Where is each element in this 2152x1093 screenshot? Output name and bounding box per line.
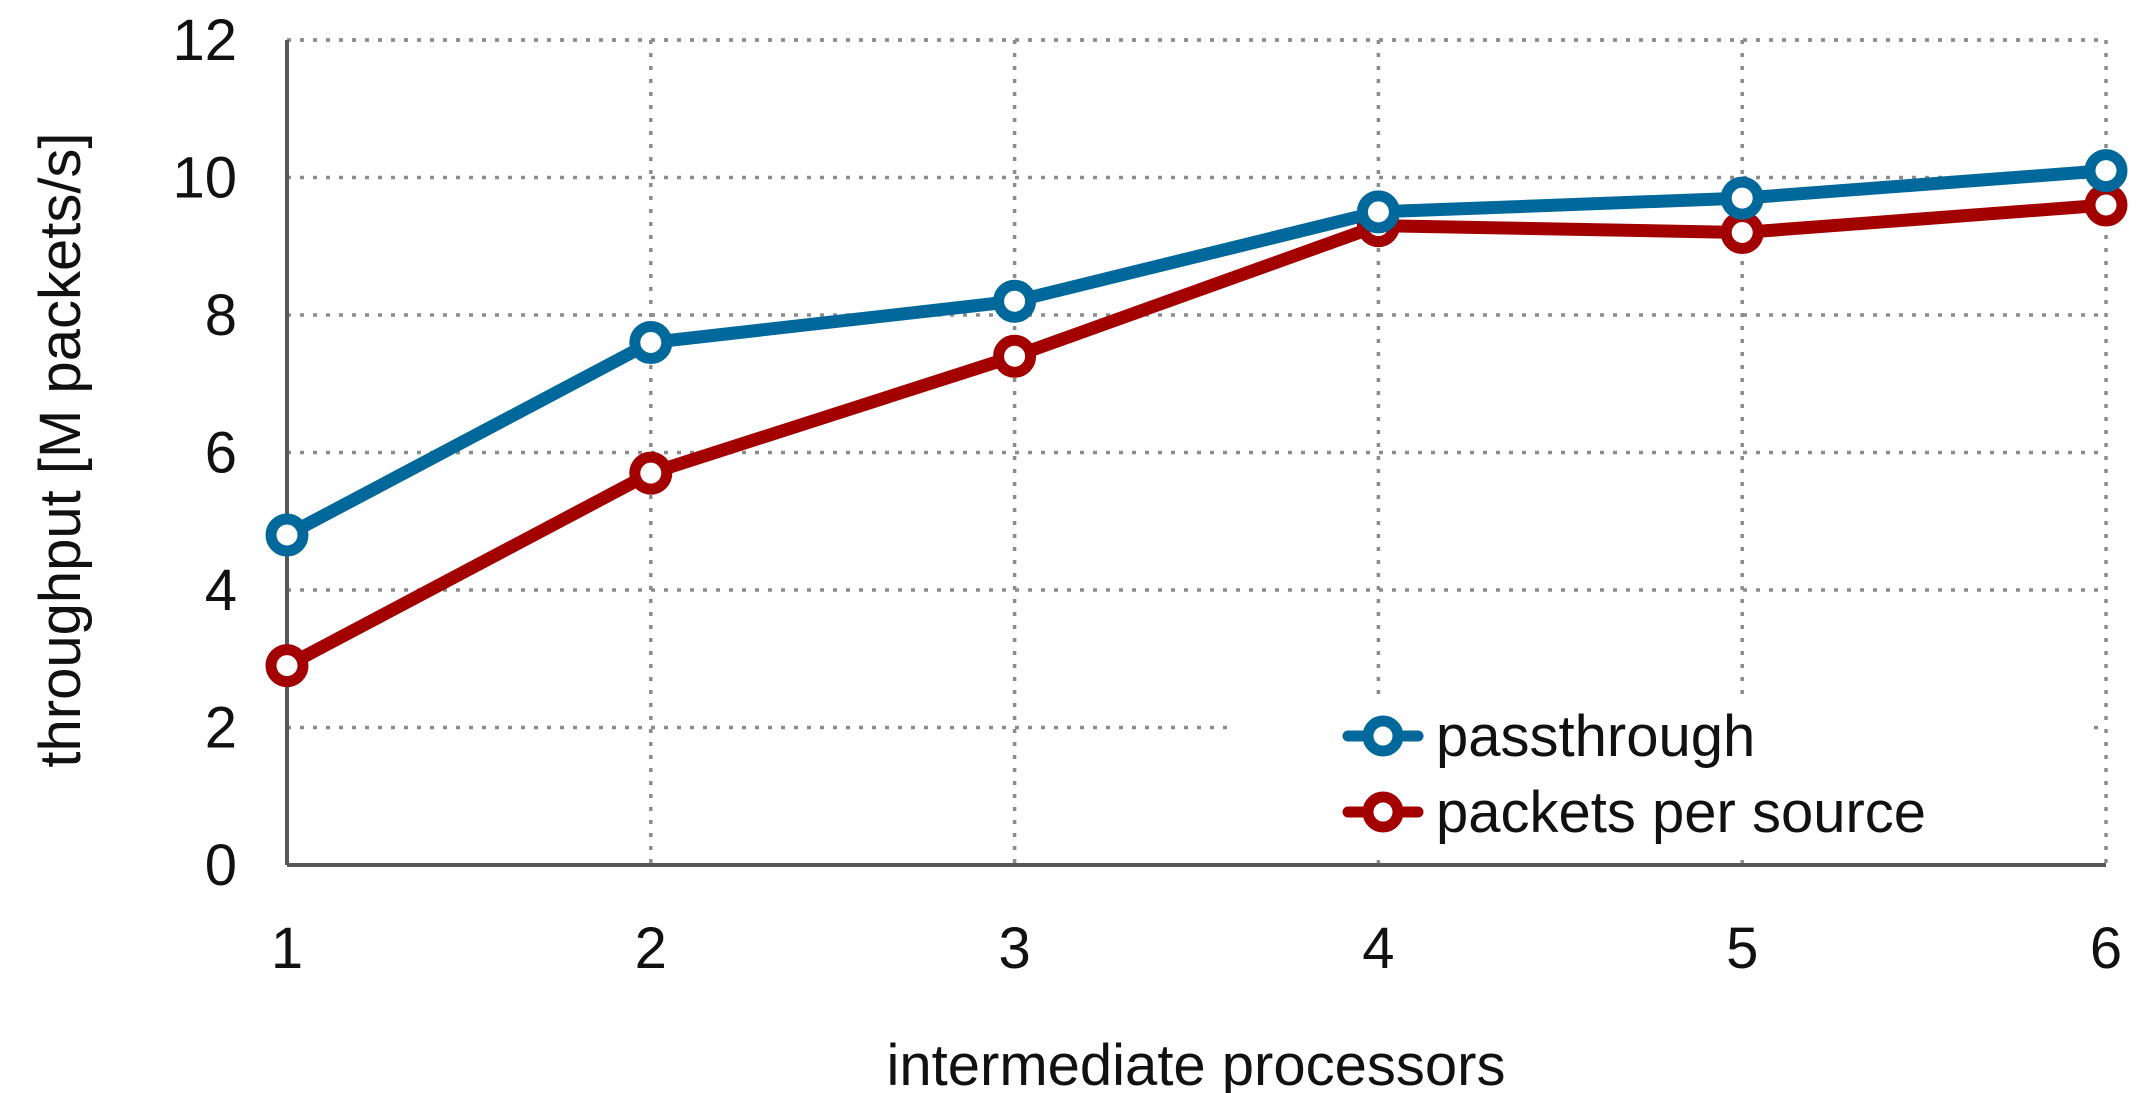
data-point [1720,176,1764,220]
plot-frame [285,40,2106,867]
data-point [993,334,1037,378]
y-tick-label: 2 [205,696,237,761]
x-axis-ticks: 1 2 3 4 5 6 [271,916,2122,981]
x-axis-title: intermediate processors [887,1033,1506,1093]
y-axis-title: throughput [M packets/s] [28,132,93,767]
legend-label: passthrough [1436,704,1755,769]
data-point [993,279,1037,323]
data-point [2084,183,2128,227]
y-tick-label: 6 [205,421,237,486]
data-point [2084,149,2128,193]
series-line-packets-per-source [280,198,2113,673]
legend-swatch-marker [1362,715,1404,757]
x-tick-label: 1 [271,916,303,981]
data-point [1356,190,1400,234]
legend-label: packets per source [1436,780,1926,845]
data-point [265,644,309,688]
legend-entry: packets per source [1342,780,1926,845]
y-tick-label: 8 [205,283,237,348]
x-tick-label: 4 [1362,916,1394,981]
legend-entry: passthrough [1342,704,1755,769]
y-tick-label: 0 [205,833,237,898]
y-tick-label: 10 [172,146,237,211]
x-tick-label: 6 [2090,916,2122,981]
series-layer [265,149,2128,688]
data-point [265,513,309,557]
legend: passthrough packets per source [1230,700,2085,860]
x-tick-label: 2 [635,916,667,981]
legend-swatch-marker [1362,791,1404,833]
x-tick-label: 5 [1726,916,1758,981]
x-tick-label: 3 [998,916,1030,981]
y-tick-label: 12 [172,8,237,73]
data-point [629,321,673,364]
data-point [629,451,673,495]
y-tick-label: 4 [205,558,237,623]
data-point [1720,211,1764,254]
series-line-passthrough [280,164,2113,542]
y-axis-ticks: 0 2 4 6 8 10 12 [172,8,237,898]
